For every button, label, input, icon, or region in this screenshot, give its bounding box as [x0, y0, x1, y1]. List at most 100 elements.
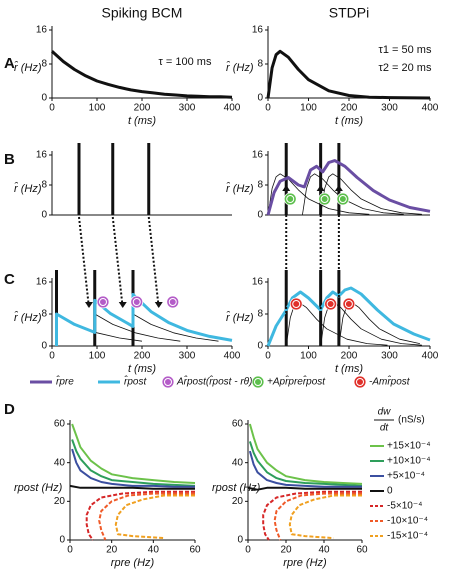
series-line: [262, 490, 362, 541]
series-line: [248, 423, 363, 485]
y-axis-label: r̂ (Hz): [226, 181, 254, 195]
arrow-head: [85, 302, 93, 308]
arrow-head: [282, 185, 291, 191]
x-tick-label: 300: [381, 351, 398, 362]
x-tick-label: 100: [89, 351, 106, 362]
term-icon-ring: [286, 195, 295, 203]
x-tick-label: 0: [265, 103, 271, 114]
y-axis-label: r̂ (Hz): [14, 310, 42, 324]
series-line: [338, 301, 420, 347]
panel-label: B: [4, 151, 15, 168]
series-line: [302, 173, 404, 216]
y-tick-label: 8: [257, 309, 263, 320]
arrow: [78, 216, 90, 309]
y-tick-label: 20: [54, 496, 66, 507]
y-tick-label: 0: [41, 341, 47, 352]
x-tick-label: 200: [134, 103, 151, 114]
term-icon-ring: [356, 378, 364, 386]
y-tick-label: 8: [41, 59, 47, 70]
series-line: [266, 159, 431, 216]
annotation: τ1 = 50 ms: [379, 44, 432, 56]
legend-label: Ar̂post(r̂post - rθ): [176, 374, 252, 388]
x-tick-label: 400: [224, 351, 241, 362]
term-icon-ring: [164, 378, 172, 386]
term-icon-ring: [326, 300, 335, 308]
x-tick-label: 0: [49, 103, 55, 114]
y-tick-label: 0: [257, 93, 263, 104]
legend-label: +5×10⁻⁴: [387, 471, 425, 482]
series-line: [94, 313, 181, 342]
x-tick-label: 100: [300, 103, 317, 114]
series-line: [266, 49, 431, 100]
y-tick-label: 8: [41, 309, 47, 320]
y-tick-label: 8: [41, 180, 47, 191]
term-icon: [324, 297, 338, 311]
column-title: Spiking BCM: [102, 5, 183, 21]
x-tick-label: 200: [341, 103, 358, 114]
y-tick-label: 0: [237, 535, 243, 546]
x-tick-label: 300: [179, 351, 196, 362]
y-axis-label: rpost (Hz): [212, 482, 261, 494]
y-axis-label: r̂ (Hz): [14, 60, 42, 74]
x-tick-label: 100: [300, 351, 317, 362]
arrow: [147, 216, 160, 309]
series-line: [132, 313, 219, 342]
legend-label: -15×10⁻⁴: [387, 531, 428, 542]
legend-title: dw: [378, 407, 392, 418]
legend-title: dt: [380, 423, 390, 434]
term-icon-ring: [99, 298, 107, 306]
legend-label: -Amr̂post: [369, 374, 411, 388]
x-axis-label: rpre (Hz): [283, 557, 327, 569]
term-icon-ring: [344, 300, 353, 308]
y-axis-label: rpost (Hz): [14, 482, 63, 494]
panel-label: D: [4, 401, 15, 418]
arrow-head: [118, 302, 127, 308]
x-axis-label: t (ms): [335, 363, 363, 375]
arrow-head: [316, 185, 325, 191]
legend-label: r̂post: [124, 374, 147, 388]
legend-label: +15×10⁻⁴: [387, 441, 431, 452]
y-axis-label: r̂ (Hz): [226, 310, 254, 324]
term-icon-ring: [320, 195, 329, 203]
term-icon: [166, 295, 180, 309]
y-tick-label: 0: [257, 210, 263, 221]
x-tick-label: 200: [341, 351, 358, 362]
series-line: [320, 301, 422, 347]
term-icon-ring: [168, 298, 177, 306]
term-icon: [336, 192, 350, 206]
x-tick-label: 300: [381, 103, 398, 114]
x-axis-label: t (ms): [128, 363, 156, 375]
legend-label: -10×10⁻⁴: [387, 516, 428, 527]
series-line: [55, 292, 233, 346]
series-line: [248, 450, 362, 488]
x-tick-label: 400: [224, 103, 241, 114]
series-line: [248, 441, 363, 487]
legend-title: (nS/s): [398, 415, 425, 426]
series-line: [320, 173, 422, 216]
series-line: [50, 50, 233, 99]
x-tick-label: 60: [356, 545, 368, 556]
term-icon-ring: [338, 195, 347, 203]
x-tick-label: 0: [245, 545, 251, 556]
term-icon: [251, 375, 265, 389]
series-line: [85, 490, 195, 541]
series-line: [273, 492, 362, 541]
y-tick-label: 40: [54, 457, 66, 468]
y-tick-label: 0: [59, 535, 65, 546]
series-line: [285, 301, 388, 347]
legend-label: r̂pre: [56, 374, 74, 388]
term-icon: [161, 375, 175, 389]
x-axis-label: t (ms): [128, 115, 156, 127]
y-tick-label: 8: [257, 59, 263, 70]
arrow: [111, 216, 124, 309]
series-line: [71, 423, 196, 484]
y-tick-label: 16: [252, 150, 264, 161]
series-line: [71, 448, 195, 488]
x-tick-label: 40: [148, 545, 160, 556]
annotation: τ2 = 20 ms: [379, 62, 432, 74]
arrow-head: [154, 302, 163, 308]
legend-label: 0: [387, 486, 393, 497]
y-tick-label: 60: [54, 419, 66, 430]
y-tick-label: 60: [232, 419, 244, 430]
